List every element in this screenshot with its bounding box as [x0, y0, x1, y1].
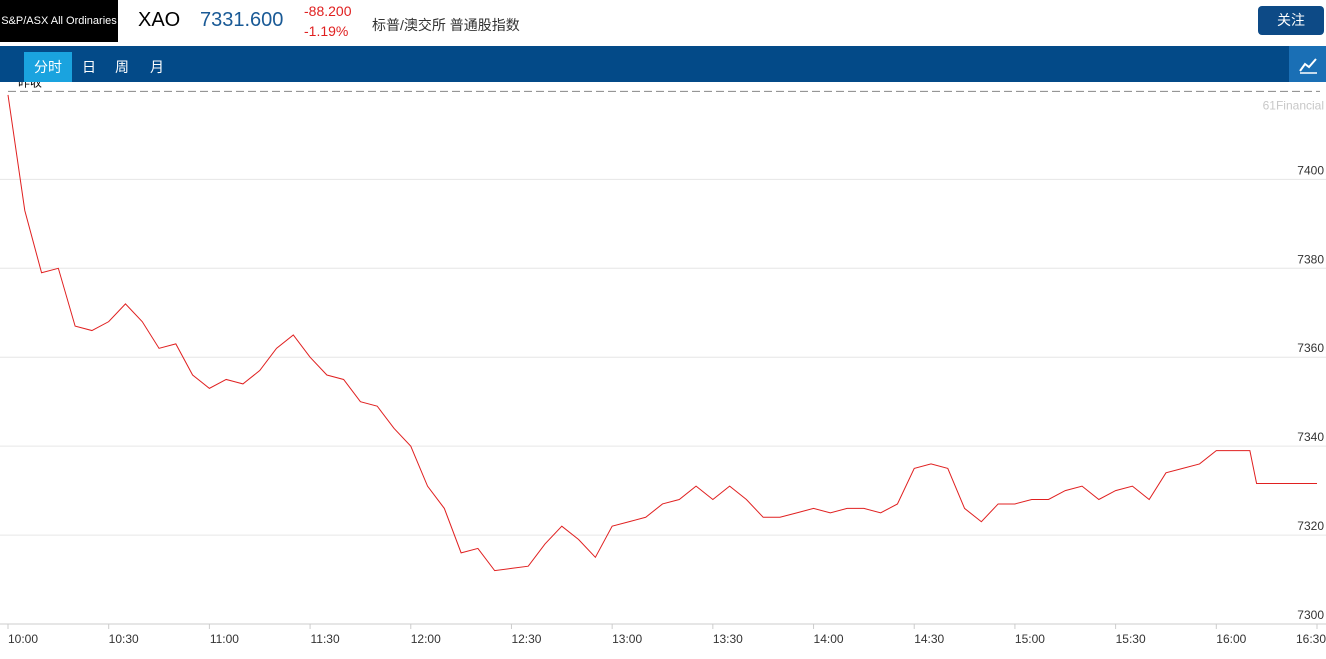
y-tick-label: 7320	[1297, 519, 1324, 533]
index-name: S&P/ASX All Ordinaries	[0, 0, 118, 42]
chart: 7300 7320 7340 7360 7380 7400 10:00 10:30 11:00 1…	[0, 82, 1326, 646]
x-tick-label: 11:00	[210, 632, 239, 646]
y-tick-label: 7300	[1297, 608, 1324, 622]
chart-icon[interactable]	[1289, 46, 1326, 82]
x-tick-label: 11:30	[311, 632, 340, 646]
watermark: 61Financial	[1263, 98, 1324, 112]
change-pct: -1.19%	[304, 23, 349, 39]
x-tick-label: 15:00	[1015, 632, 1045, 646]
x-tick-label: 14:30	[914, 632, 944, 646]
x-tick-label: 13:00	[612, 632, 642, 646]
y-tick-label: 7340	[1297, 430, 1324, 444]
price: 7331.600	[200, 9, 284, 31]
x-tick-label: 16:30	[1296, 632, 1326, 646]
x-tick-label: 16:00	[1216, 632, 1246, 646]
x-tick-label: 14:00	[814, 632, 844, 646]
tab[interactable]: 周	[115, 59, 129, 75]
x-tick-label: 10:30	[109, 632, 139, 646]
tab[interactable]: 分时	[24, 52, 72, 82]
description: 标普/澳交所 普通股指数	[372, 17, 520, 33]
reference-label: 昨收	[18, 82, 42, 89]
x-tick-label: 12:30	[511, 632, 541, 646]
tab-bar: 分时 日 周 月	[0, 46, 1326, 82]
price-line	[7, 94, 1317, 572]
x-tick-label: 15:30	[1116, 632, 1146, 646]
icon	[1299, 58, 1317, 74]
x-tick-label: 13:30	[713, 632, 743, 646]
tab[interactable]: 日	[82, 59, 96, 75]
symbol: XAO	[138, 9, 181, 31]
y-tick-label: 7400	[1297, 163, 1324, 177]
x-tick-label: 10:00	[8, 632, 38, 646]
change: -88.200	[304, 3, 352, 19]
y-tick-label: 7380	[1297, 252, 1324, 266]
follow-button[interactable]: 关注	[1258, 6, 1324, 35]
tab[interactable]: 月	[150, 59, 164, 75]
x-tick-label: 12:00	[411, 632, 441, 646]
header: S&P/ASX All Ordinaries XAO 7331.600 -88.…	[0, 0, 1326, 46]
y-tick-label: 7360	[1297, 341, 1324, 355]
